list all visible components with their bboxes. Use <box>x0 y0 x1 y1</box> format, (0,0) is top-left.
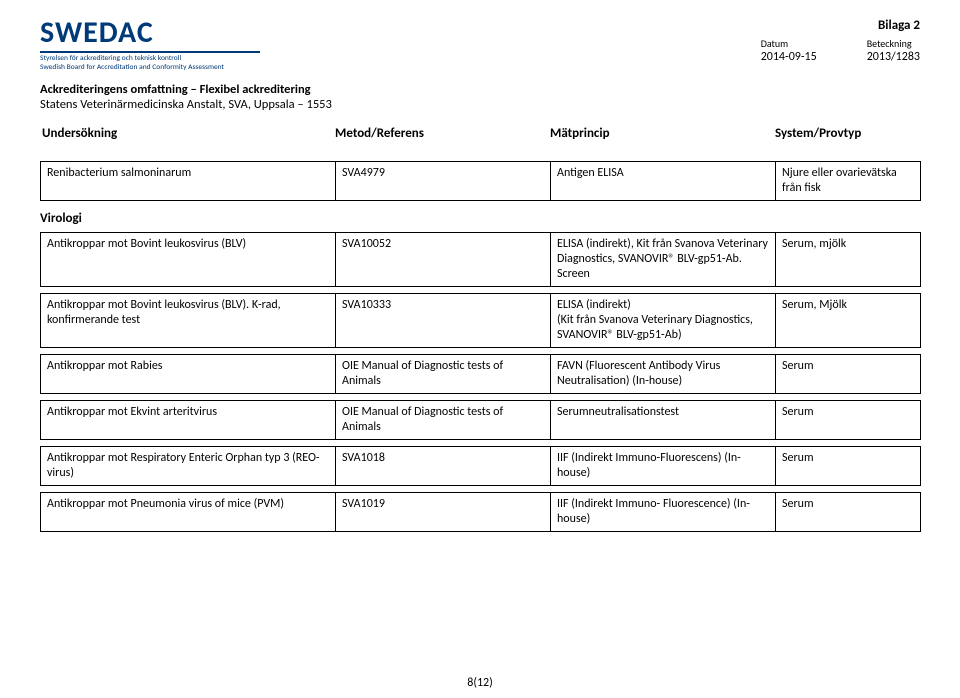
cell-undersokning: Antikroppar mot Ekvint arteritvirus <box>41 401 336 440</box>
cell-provtyp: Serum, mjölk <box>776 233 921 287</box>
table-row: Antikroppar mot Respiratory Enteric Orph… <box>41 447 921 486</box>
logo-wordmark: SWEDAC <box>40 18 260 48</box>
cell-metod: SVA1018 <box>336 447 551 486</box>
data-table: Antikroppar mot RabiesOIE Manual of Diag… <box>40 354 921 394</box>
col-header-4: System/Provtyp <box>775 126 920 141</box>
cell-undersokning: Renibacterium salmoninarum <box>41 162 336 201</box>
cell-matprincip: ELISA (indirekt), Kit från Svanova Veter… <box>551 233 776 287</box>
cell-metod: SVA10333 <box>336 294 551 348</box>
table-row: Renibacterium salmoninarum SVA4979 Antig… <box>41 162 921 201</box>
cell-metod: SVA4979 <box>336 162 551 201</box>
column-headers: Undersökning Metod/Referens Mätprincip S… <box>40 126 920 141</box>
logo-block: SWEDAC Styrelsen för ackreditering och t… <box>40 18 260 72</box>
date-label: Datum <box>761 37 817 50</box>
logo-divider <box>40 51 260 53</box>
cell-provtyp: Serum <box>776 447 921 486</box>
data-table: Antikroppar mot Bovint leukosvirus (BLV)… <box>40 232 921 287</box>
ref-label: Beteckning <box>867 37 920 50</box>
col-header-2: Metod/Referens <box>335 126 550 141</box>
cell-undersokning: Antikroppar mot Bovint leukosvirus (BLV) <box>41 233 336 287</box>
meta-ref: Beteckning 2013/1283 <box>867 37 920 64</box>
attachment-label: Bilaga 2 <box>761 18 920 33</box>
cell-matprincip: Antigen ELISA <box>551 162 776 201</box>
cell-metod: SVA10052 <box>336 233 551 287</box>
cell-matprincip: FAVN (Fluorescent Antibody Virus Neutral… <box>551 355 776 394</box>
date-value: 2014-09-15 <box>761 50 817 64</box>
scope-title: Ackrediteringens omfattning – Flexibel a… <box>40 82 920 97</box>
col-header-3: Mätprincip <box>550 126 775 141</box>
rows-container: Antikroppar mot Bovint leukosvirus (BLV)… <box>40 232 920 532</box>
top-table: Renibacterium salmoninarum SVA4979 Antig… <box>40 161 921 201</box>
scope-subtitle: Statens Veterinärmedicinska Anstalt, SVA… <box>40 97 920 112</box>
cell-undersokning: Antikroppar mot Pneumonia virus of mice … <box>41 493 336 532</box>
cell-provtyp: Serum <box>776 493 921 532</box>
cell-metod: OIE Manual of Diagnostic tests of Animal… <box>336 355 551 394</box>
cell-provtyp: Serum <box>776 401 921 440</box>
cell-metod: SVA1019 <box>336 493 551 532</box>
cell-provtyp: Serum <box>776 355 921 394</box>
table-row: Antikroppar mot RabiesOIE Manual of Diag… <box>41 355 921 394</box>
cell-matprincip: ELISA (indirekt) (Kit från Svanova Veter… <box>551 294 776 348</box>
meta-date: Datum 2014-09-15 <box>761 37 817 64</box>
col-header-1: Undersökning <box>40 126 335 141</box>
table-row: Antikroppar mot Ekvint arteritvirusOIE M… <box>41 401 921 440</box>
doc-meta: Bilaga 2 Datum 2014-09-15 Beteckning 201… <box>761 18 920 64</box>
cell-matprincip: Serumneutralisationstest <box>551 401 776 440</box>
logo-subtitle-en: Swedish Board for Accreditation and Conf… <box>40 64 260 73</box>
ref-value: 2013/1283 <box>867 50 920 64</box>
table-row: Antikroppar mot Bovint leukosvirus (BLV)… <box>41 233 921 287</box>
meta-row: Datum 2014-09-15 Beteckning 2013/1283 <box>761 37 920 64</box>
data-table: Antikroppar mot Respiratory Enteric Orph… <box>40 446 921 486</box>
cell-matprincip: IIF (Indirekt Immuno-Fluorescens) (In-ho… <box>551 447 776 486</box>
cell-undersokning: Antikroppar mot Bovint leukosvirus (BLV)… <box>41 294 336 348</box>
cell-provtyp: Serum, Mjölk <box>776 294 921 348</box>
section-heading: Virologi <box>40 211 920 226</box>
data-table: Antikroppar mot Bovint leukosvirus (BLV)… <box>40 293 921 348</box>
cell-provtyp: Njure eller ovarievätska från fisk <box>776 162 921 201</box>
scope-block: Ackrediteringens omfattning – Flexibel a… <box>40 82 920 112</box>
cell-undersokning: Antikroppar mot Rabies <box>41 355 336 394</box>
cell-undersokning: Antikroppar mot Respiratory Enteric Orph… <box>41 447 336 486</box>
data-table: Antikroppar mot Pneumonia virus of mice … <box>40 492 921 532</box>
cell-matprincip: IIF (Indirekt Immuno- Fluorescence) (In-… <box>551 493 776 532</box>
page-number: 8(12) <box>0 676 960 690</box>
data-table: Antikroppar mot Ekvint arteritvirusOIE M… <box>40 400 921 440</box>
table-row: Antikroppar mot Pneumonia virus of mice … <box>41 493 921 532</box>
cell-metod: OIE Manual of Diagnostic tests of Animal… <box>336 401 551 440</box>
page-header: SWEDAC Styrelsen för ackreditering och t… <box>40 18 920 72</box>
table-row: Antikroppar mot Bovint leukosvirus (BLV)… <box>41 294 921 348</box>
